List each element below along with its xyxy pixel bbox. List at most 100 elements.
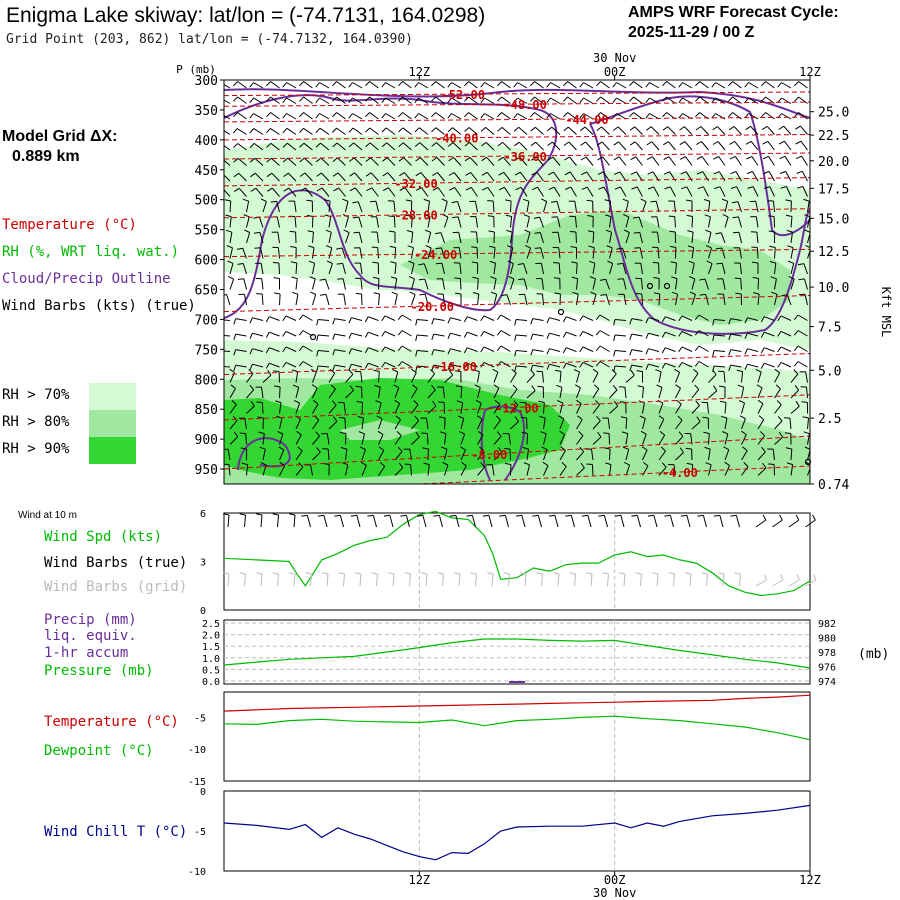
wind-barb (279, 402, 282, 414)
wind-barb (621, 247, 627, 259)
wind-barb-flag (282, 157, 289, 163)
wind-barb (441, 247, 445, 259)
wind-barb (658, 371, 662, 383)
wind-barb (452, 142, 462, 151)
wind-barb-flag (613, 400, 619, 407)
wind-barb (401, 345, 412, 352)
wind-barb-grid (458, 573, 461, 587)
wind-barb-flag (803, 198, 810, 202)
wind-barb-flag (458, 430, 465, 435)
wind-barb (708, 232, 712, 244)
wind-barb-flag (500, 294, 507, 297)
wind-barb-flag (522, 446, 529, 450)
wind-barb (625, 232, 630, 244)
wind-barb (270, 96, 280, 104)
wind-barb-flag (546, 348, 550, 355)
wind-barb-flag (530, 81, 535, 87)
wind-barb (360, 371, 363, 383)
wind-barb-flag (728, 349, 732, 356)
wind-barb-flag (687, 230, 694, 233)
wind-barb (243, 294, 247, 306)
wind-barb-flag (542, 461, 549, 466)
wind-barb (785, 186, 792, 197)
wind-barb-true-flag (762, 514, 767, 521)
wind-barb-true-flag (795, 514, 800, 521)
wind-barb-flag (577, 415, 583, 420)
wind-barb-flag (355, 292, 362, 295)
wind-barb-flag (423, 462, 430, 466)
wind-barb-flag (629, 364, 633, 371)
wind-barb-flag (265, 128, 271, 134)
wind-barb (312, 451, 321, 461)
wind-barb (807, 216, 810, 228)
wind-barb-flag (793, 345, 799, 352)
wind-barb-flag (704, 446, 711, 450)
wind-barb (354, 172, 363, 182)
wind-barb (576, 262, 578, 275)
wind-barb-grid (376, 573, 378, 587)
rh70-hole (340, 420, 420, 440)
wind-barb (605, 294, 610, 306)
wind-barb-flag (715, 247, 722, 250)
wind-barb-flag (571, 276, 578, 280)
wind-barb-flag (795, 125, 801, 130)
wind-barb-flag (244, 229, 250, 233)
wind-barb-flag (639, 415, 646, 419)
wind-barb-true-flag (449, 514, 456, 517)
wind-barb-flag (489, 260, 496, 264)
wind-barb-flag (290, 261, 297, 264)
wind-barb (537, 186, 544, 197)
wind-barb-grid-flag (536, 572, 543, 575)
wind-barb-flag (558, 415, 565, 420)
wind-barb-flag (348, 364, 352, 370)
wind-barb (343, 294, 346, 306)
wind-barb-flag (440, 431, 447, 435)
wind-barb-flag (586, 199, 593, 202)
wind-barb-grid (739, 573, 741, 587)
wind-barb-flag (339, 431, 346, 434)
wind-barb (509, 448, 511, 461)
wind-barb-grid (706, 573, 708, 587)
wind-barb-flag (265, 316, 270, 323)
wind-barb (295, 262, 298, 275)
wind-barb (675, 403, 682, 414)
wind-barb-grid (260, 573, 263, 587)
wind-barb-flag (282, 331, 287, 337)
wind-barb-flag (282, 97, 287, 104)
wind-barb-flag (712, 319, 715, 326)
wind-barb (450, 317, 462, 321)
height-tick-label: 22.5 (818, 129, 849, 144)
legend-wind-barbs: Wind Barbs (kts) (true) (2, 298, 196, 314)
wind-barb-flag (332, 127, 337, 133)
wind-barb-flag (721, 415, 728, 419)
wind-barb-flag (381, 82, 386, 88)
pressure-tick-label: 550 (195, 224, 218, 239)
wind-barb (459, 263, 462, 275)
wind-barb (424, 278, 429, 290)
wind-barb-flag (712, 350, 715, 357)
wind-barb (229, 420, 238, 430)
rh80-swatch (89, 410, 136, 437)
wind-barb-flag (336, 262, 343, 265)
wind-barb-flag (480, 113, 485, 119)
wind-barb (312, 419, 320, 430)
wind-barb-flag (431, 81, 436, 87)
wind-barb-flag (430, 369, 435, 375)
wind-barb-flag (679, 156, 686, 160)
wind-barb-flag (777, 415, 783, 422)
wind-barb (385, 82, 396, 89)
wind-barb (510, 404, 519, 414)
wind-barb-flag (431, 142, 437, 147)
wind-barb-flag (761, 125, 768, 131)
wind-barb (285, 346, 297, 352)
wind-barb-flag (332, 318, 336, 325)
wind-barb (648, 317, 660, 321)
wind-barb-true (620, 515, 625, 528)
wind-barb-flag (731, 201, 738, 204)
wind-barb (444, 201, 448, 213)
wind-barb (416, 319, 429, 321)
wind-barb (387, 172, 396, 182)
wind-barb-true-flag (289, 513, 296, 516)
wind-barb (270, 157, 280, 166)
